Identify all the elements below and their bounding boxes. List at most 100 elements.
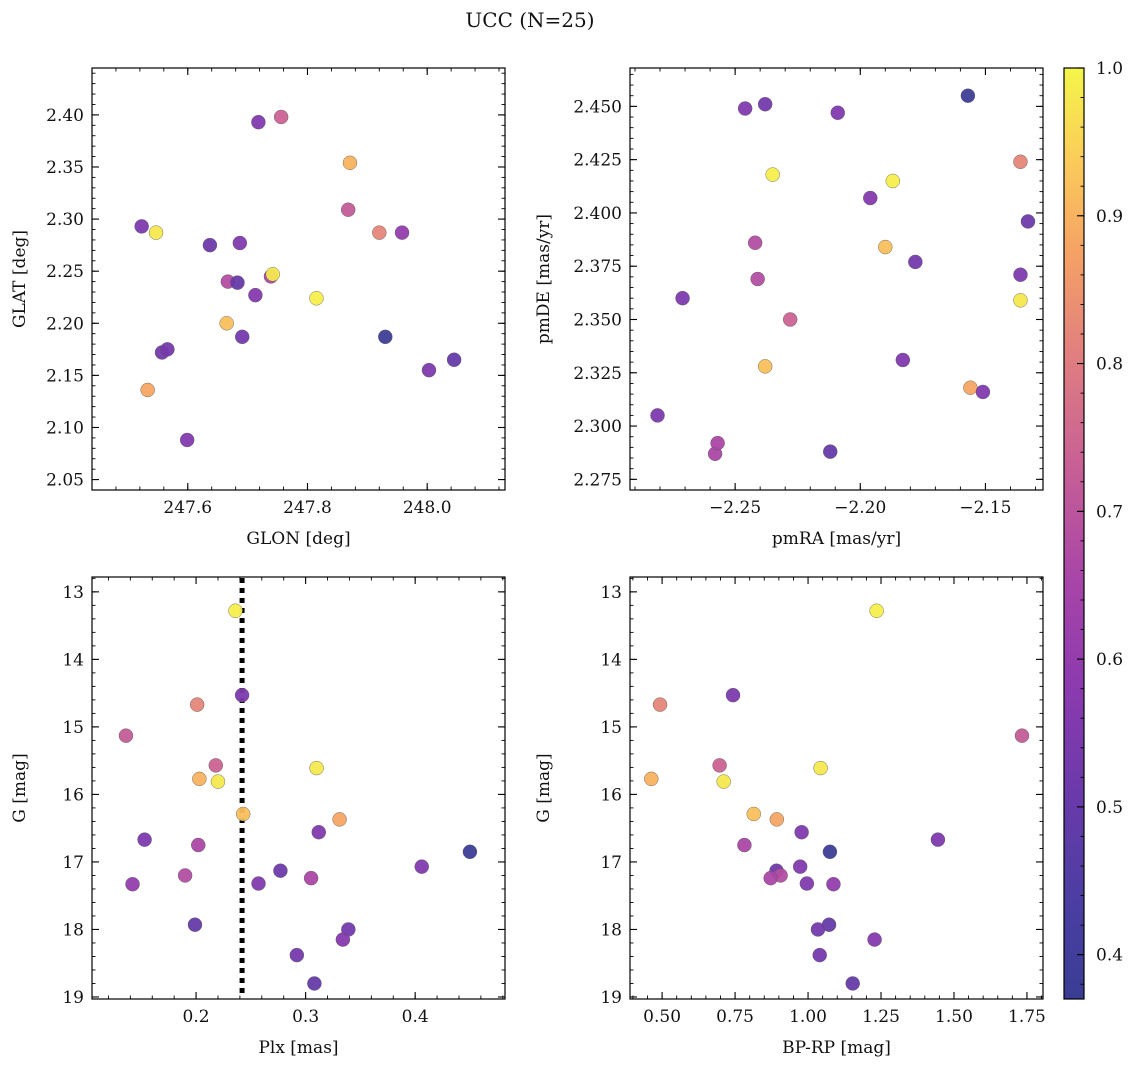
x-axis-label: BP-RP [mag] <box>782 1038 891 1058</box>
scatter-point <box>191 837 206 853</box>
scatter-point <box>963 380 978 395</box>
y-tick-label: 13 <box>62 583 84 603</box>
scatter-point <box>810 922 826 937</box>
axes-frame <box>629 67 1044 491</box>
scatter-point <box>652 697 668 712</box>
scatter-point <box>137 832 152 847</box>
y-tick-label: 19 <box>600 988 622 1008</box>
scatter-point <box>235 329 250 345</box>
scatter-point <box>248 287 263 303</box>
scatter-point <box>763 870 778 886</box>
scatter-point <box>309 760 324 776</box>
scatter-point <box>1020 214 1036 229</box>
scatter-point <box>273 109 289 125</box>
scatter-point <box>303 870 319 886</box>
y-tick-label: 2.275 <box>573 470 622 490</box>
scatter-point <box>885 173 901 189</box>
y-tick-label: 17 <box>600 853 622 873</box>
panel-bprp-g: 0.50 0.75 1.00 1.25 1.50 1.75 13 14 15 16 17 18 19 BP… <box>534 576 1046 1058</box>
x-tick-label: 247.8 <box>283 498 332 518</box>
scatter-point <box>725 687 741 703</box>
y-tick-label: 2.30 <box>46 210 84 230</box>
x-tick-label: 1.00 <box>789 1007 827 1027</box>
scatter-point <box>826 877 841 892</box>
x-tick-label: 1.75 <box>1008 1007 1046 1027</box>
axes-frame <box>629 576 1044 1000</box>
scatter-point <box>234 687 250 703</box>
scatter-point <box>309 291 324 306</box>
y-tick-label: 2.350 <box>573 310 622 330</box>
scatter-point <box>210 774 226 789</box>
scatter-point <box>823 444 838 459</box>
x-tick-label: 0.3 <box>292 1007 319 1027</box>
y-axis-label: G [mag] <box>534 753 554 822</box>
y-tick-label: 19 <box>62 988 84 1008</box>
scatter-point <box>750 271 765 287</box>
scatter-point <box>160 342 175 357</box>
scatter-point <box>414 859 429 874</box>
y-tick-label: 13 <box>600 583 622 603</box>
colorbar-tick-label: 0.6 <box>1096 650 1123 670</box>
scatter-point <box>187 917 203 932</box>
colorbar: 0.4 0.5 0.6 0.7 0.8 0.9 1.0 <box>1063 59 1123 1000</box>
scatter-point <box>273 863 288 878</box>
scatter-point <box>179 432 195 448</box>
x-tick-label: −2.20 <box>834 498 886 518</box>
y-tick-label: 18 <box>62 920 84 940</box>
y-tick-label: 2.05 <box>46 471 84 491</box>
colorbar-tick-label: 1.0 <box>1096 59 1123 79</box>
panel-pmra-pmde: −2.25 −2.20 −2.15 2.275 2.300 2.325 2.350 2.375… <box>534 67 1044 549</box>
y-tick-label: 2.15 <box>46 366 84 386</box>
scatter-point <box>863 190 878 206</box>
y-tick-label: 14 <box>62 650 84 670</box>
scatter-point <box>960 88 976 103</box>
x-tick-label: 247.6 <box>163 498 212 518</box>
x-tick-label: −2.25 <box>709 498 761 518</box>
y-tick-label: 17 <box>62 853 84 873</box>
y-axis-label: pmDE [mas/yr] <box>534 214 554 344</box>
y-tick-label: 18 <box>600 920 622 940</box>
x-tick-label: 248.0 <box>403 498 452 518</box>
scatter-point <box>712 758 727 773</box>
scatter-point <box>311 825 326 840</box>
scatter-point <box>675 290 690 306</box>
scatter-point <box>265 267 280 282</box>
scatter-point <box>650 408 665 423</box>
y-tick-label: 2.10 <box>46 418 84 438</box>
scatter-point <box>307 976 322 991</box>
scatter-point <box>446 352 462 367</box>
scatter-point <box>765 167 780 182</box>
scatter-point <box>782 312 798 327</box>
scatter-point <box>792 859 808 874</box>
x-tick-label: −2.15 <box>959 498 1011 518</box>
scatter-point <box>757 97 773 112</box>
scatter-point <box>930 832 946 847</box>
scatter-point <box>757 359 773 374</box>
axes-frame <box>91 576 506 1000</box>
scatter-point <box>737 837 752 853</box>
scatter-point <box>134 219 149 234</box>
colorbar-tick-label: 0.4 <box>1096 946 1123 966</box>
scatter-point <box>746 806 761 822</box>
scatter-point <box>462 844 478 860</box>
x-tick-label: 0.50 <box>643 1007 681 1027</box>
panel-plx-g: 0.2 0.3 0.4 13 14 15 16 17 18 19 Plx [mas] G [mag] <box>10 576 506 1058</box>
scatter-point <box>208 758 223 773</box>
scatter-point <box>799 876 815 891</box>
scatter-point <box>232 235 248 251</box>
scatter-point <box>1013 154 1028 169</box>
y-tick-label: 15 <box>600 718 622 738</box>
colorbar-tick-label: 0.9 <box>1096 207 1123 227</box>
x-tick-label: 1.25 <box>862 1007 900 1027</box>
x-tick-label: 0.2 <box>183 1007 210 1027</box>
scatter-point <box>867 932 882 947</box>
y-tick-label: 2.375 <box>573 257 622 277</box>
x-axis-label: Plx [mas] <box>258 1038 338 1058</box>
x-axis-label: GLON [deg] <box>246 529 350 549</box>
y-axis-label: GLAT [deg] <box>10 230 30 328</box>
scatter-point <box>830 105 845 120</box>
scatter-point <box>644 771 659 787</box>
scatter-point <box>340 202 356 217</box>
scatter-point <box>1013 293 1028 308</box>
